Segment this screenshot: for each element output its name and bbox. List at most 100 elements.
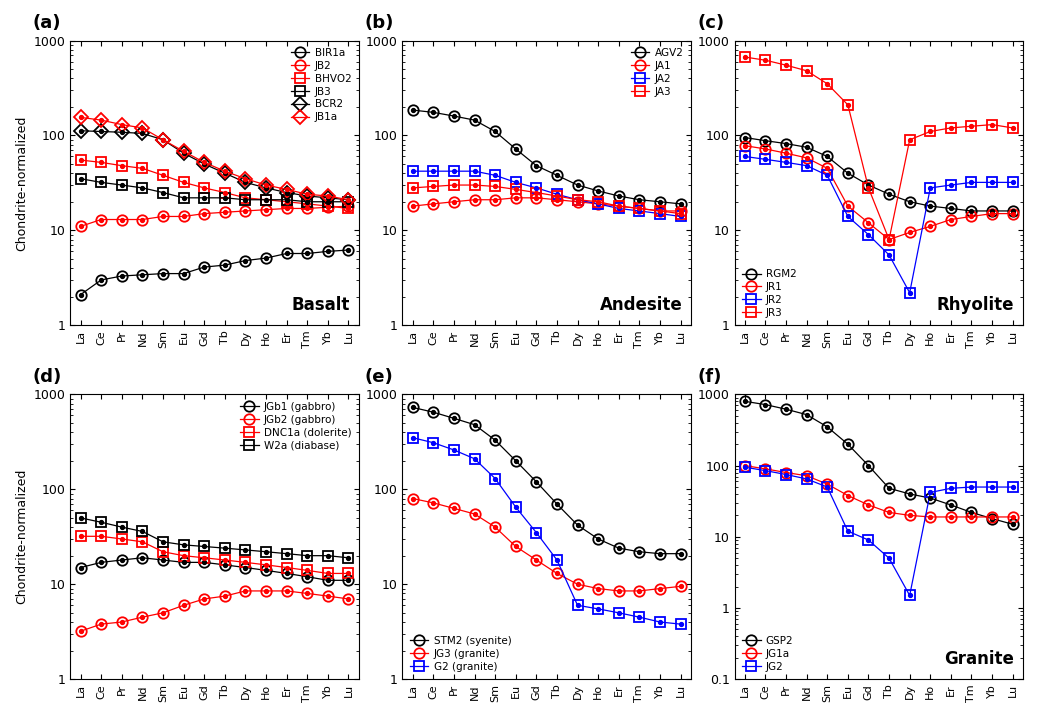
- JG1a: [780, 468, 792, 477]
- W2a (diabase): [322, 551, 334, 560]
- JR3: [883, 235, 896, 244]
- JR3: [965, 122, 978, 130]
- BHVO2: [280, 197, 293, 206]
- BHVO2: [75, 156, 87, 164]
- RGM2: [821, 152, 834, 161]
- JGb2 (gabbro): [343, 594, 355, 603]
- JR1: [883, 235, 896, 244]
- JA3: [654, 206, 666, 215]
- JG3 (granite): [571, 580, 583, 589]
- JA1: [530, 194, 543, 202]
- JB2: [301, 204, 313, 213]
- BIR1a: [280, 250, 293, 258]
- AGV2: [571, 181, 583, 189]
- GSP2: [986, 514, 999, 523]
- BCR2: [219, 169, 231, 178]
- JA1: [427, 199, 439, 208]
- JR3: [800, 67, 813, 75]
- JB1a: [177, 147, 190, 156]
- JR3: [1007, 123, 1019, 132]
- RGM2: [965, 206, 978, 215]
- BHVO2: [239, 194, 251, 202]
- BHVO2: [219, 189, 231, 197]
- W2a (diabase): [157, 538, 169, 546]
- JR1: [924, 222, 936, 231]
- JB2: [322, 203, 334, 212]
- Line: DNC1a (dolerite): DNC1a (dolerite): [76, 531, 354, 579]
- BCR2: [157, 136, 169, 144]
- W2a (diabase): [280, 549, 293, 558]
- JB1a: [301, 190, 313, 199]
- Text: (c): (c): [698, 14, 725, 32]
- Line: JR2: JR2: [740, 151, 1018, 298]
- JGb1 (gabbro): [301, 572, 313, 581]
- JG2: [800, 475, 813, 483]
- G2 (granite): [571, 601, 583, 609]
- JG2: [780, 470, 792, 479]
- STM2 (syenite): [468, 420, 481, 429]
- G2 (granite): [530, 528, 543, 537]
- JGb2 (gabbro): [280, 587, 293, 595]
- STM2 (syenite): [530, 478, 543, 486]
- Line: BIR1a: BIR1a: [76, 244, 354, 300]
- JG1a: [759, 465, 771, 473]
- JA3: [592, 197, 604, 206]
- GSP2: [965, 508, 978, 517]
- BCR2: [301, 191, 313, 200]
- JR3: [986, 120, 999, 129]
- JR3: [739, 53, 752, 62]
- AGV2: [510, 145, 522, 153]
- JR2: [821, 171, 834, 179]
- BCR2: [260, 184, 272, 192]
- JG3 (granite): [510, 542, 522, 551]
- STM2 (syenite): [447, 414, 460, 422]
- JA2: [612, 204, 625, 213]
- JB2: [280, 204, 293, 213]
- JG3 (granite): [427, 498, 439, 507]
- RGM2: [986, 206, 999, 215]
- Line: JGb1 (gabbro): JGb1 (gabbro): [76, 553, 354, 586]
- JG2: [883, 554, 896, 563]
- BCR2: [177, 149, 190, 158]
- BHVO2: [322, 201, 334, 210]
- JR3: [924, 127, 936, 136]
- STM2 (syenite): [427, 408, 439, 417]
- GSP2: [800, 410, 813, 419]
- AGV2: [592, 186, 604, 195]
- JGb2 (gabbro): [219, 592, 231, 600]
- Line: JR3: JR3: [740, 52, 1018, 244]
- JR3: [945, 123, 957, 132]
- Line: GSP2: GSP2: [740, 396, 1018, 529]
- JB1a: [322, 191, 334, 200]
- JR2: [924, 184, 936, 192]
- DNC1a (dolerite): [115, 535, 128, 543]
- JG2: [863, 536, 875, 544]
- JB2: [157, 212, 169, 221]
- JG2: [759, 466, 771, 475]
- Line: JA1: JA1: [408, 193, 686, 216]
- JB1a: [94, 116, 107, 125]
- JG3 (granite): [447, 504, 460, 513]
- BCR2: [322, 194, 334, 202]
- JA3: [612, 201, 625, 210]
- DNC1a (dolerite): [301, 566, 313, 575]
- JB3: [94, 178, 107, 186]
- JGb2 (gabbro): [157, 609, 169, 617]
- JG3 (granite): [654, 584, 666, 593]
- Legend: BIR1a, JB2, BHVO2, JB3, BCR2, JB1a: BIR1a, JB2, BHVO2, JB3, BCR2, JB1a: [286, 44, 356, 127]
- RGM2: [759, 136, 771, 145]
- JA1: [654, 206, 666, 215]
- STM2 (syenite): [592, 535, 604, 543]
- STM2 (syenite): [407, 403, 419, 412]
- DNC1a (dolerite): [136, 538, 148, 546]
- G2 (granite): [447, 446, 460, 455]
- BCR2: [94, 127, 107, 136]
- JG2: [1007, 483, 1019, 491]
- JR3: [863, 184, 875, 192]
- Line: JGb2 (gabbro): JGb2 (gabbro): [76, 586, 354, 637]
- JA2: [654, 209, 666, 218]
- W2a (diabase): [94, 518, 107, 526]
- BIR1a: [219, 261, 231, 270]
- JA3: [571, 196, 583, 204]
- JGb1 (gabbro): [260, 566, 272, 575]
